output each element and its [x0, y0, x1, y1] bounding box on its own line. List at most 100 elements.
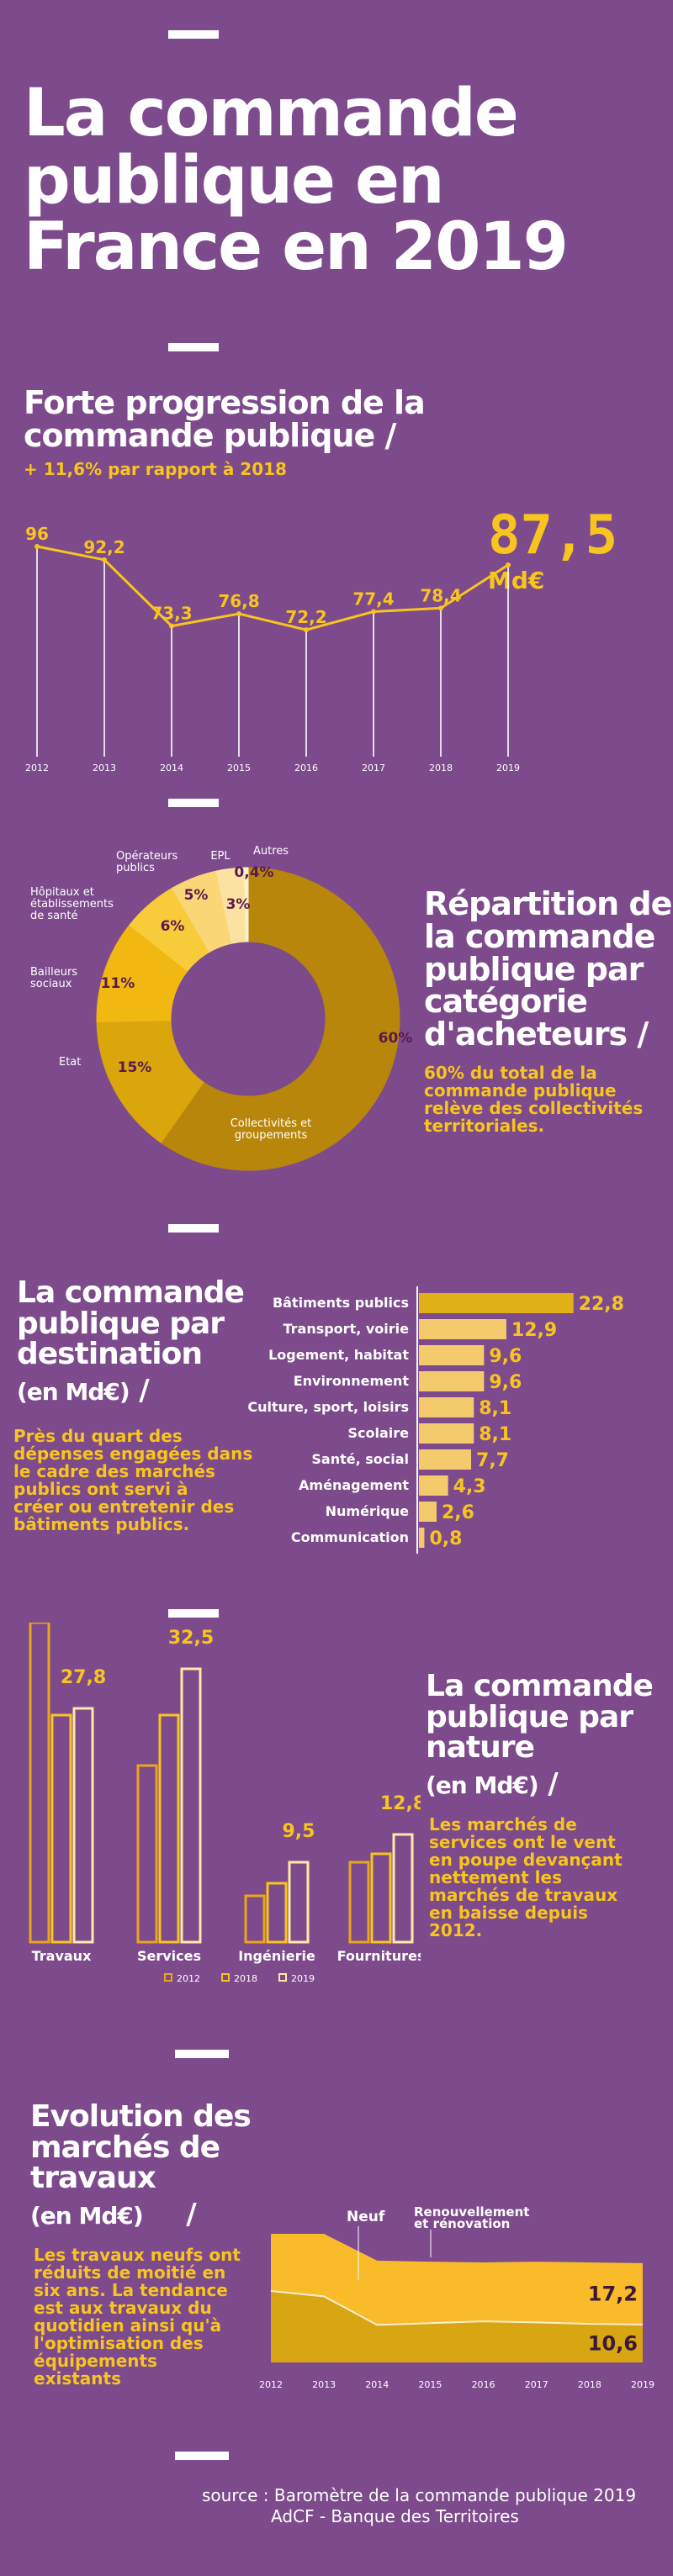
category-label: Communication — [291, 1529, 409, 1545]
section5-note-line1: Les travaux neufs ont — [34, 2245, 241, 2265]
section1-title-line2: commande publique — [24, 416, 375, 454]
data-point — [506, 562, 511, 567]
x-tick-label: 2012 — [259, 2379, 283, 2390]
section3-note-line1: Près du quart des — [13, 1426, 183, 1446]
slice-category-label: Autres — [253, 845, 289, 858]
end-value-label: 17,2 — [588, 2282, 638, 2305]
x-tick-label: 2014 — [160, 763, 183, 773]
data-label: 77,4 — [352, 589, 394, 610]
category-label: Services — [137, 1948, 201, 1964]
section1-subtitle: + 11,6% par rapport à 2018 — [24, 459, 287, 479]
slice-value-label: 60% — [379, 1030, 413, 1047]
section3-note-line5: créer ou entretenir des — [13, 1497, 235, 1517]
category-label: Bâtiments publics — [273, 1295, 409, 1311]
bar — [419, 1502, 437, 1522]
x-tick-label: 2019 — [496, 763, 520, 773]
value-label: 8,1 — [479, 1398, 511, 1419]
area-neuf — [271, 2291, 643, 2362]
section2-title: Répartition de la commande publique par … — [424, 888, 672, 1053]
slice-value-label: 15% — [118, 1059, 152, 1076]
x-tick-label: 2012 — [25, 763, 49, 773]
category-label: Ingénierie — [238, 1948, 315, 1964]
slice-category-label: Opérateurs publics — [116, 850, 178, 874]
slice-category-label: Etat — [59, 1056, 81, 1069]
value-label: 27,8 — [61, 1667, 106, 1688]
section3-note: Près du quart des dépenses engagées dans… — [13, 1428, 252, 1533]
data-label: 96 — [25, 524, 49, 544]
section5-title-line1: Evolution des — [30, 2099, 252, 2134]
section2-note-line2: commande publique — [424, 1080, 617, 1101]
section4-note: Les marchés de services ont le vent en p… — [429, 1816, 623, 1940]
section2-title-line3: publique par — [424, 950, 644, 988]
legend-swatch — [278, 1973, 287, 1982]
section2-title-line2: la commande — [424, 917, 655, 955]
bar — [419, 1319, 506, 1339]
section5-title-line3: travaux — [30, 2161, 156, 2196]
value-label: 7,7 — [476, 1450, 509, 1471]
x-tick-label: 2015 — [227, 763, 251, 773]
section2-note: 60% du total de la commande publique rel… — [424, 1064, 643, 1135]
value-label: 12,9 — [511, 1320, 557, 1341]
category-label: Santé, social — [311, 1451, 409, 1467]
section4-note-line3: en poupe devançant — [429, 1850, 623, 1870]
travaux-area-chart: 2012 2013 2014 2015 2016 2017 2018 2019 Neuf Reno… — [259, 2204, 654, 2390]
section5-note-line5: quotidien ainsi qu'à — [34, 2315, 222, 2336]
data-label: 73,3 — [151, 604, 192, 624]
legend-label: 2019 — [291, 1973, 315, 1984]
bar — [419, 1293, 574, 1313]
x-tick-label: 2017 — [525, 2379, 548, 2390]
data-label: 78,4 — [420, 585, 461, 605]
bar — [419, 1345, 485, 1365]
category-label: Environnement — [294, 1373, 410, 1389]
bar — [288, 1861, 310, 1944]
slice-category-label: Hôpitaux et établissements de santé — [30, 886, 114, 922]
bar — [72, 1707, 94, 1944]
destination-bar-chart: Bâtiments publics 22,8 Transport, voirie 12… — [247, 1286, 624, 1554]
value-label: 9,5 — [283, 1821, 315, 1842]
end-value-label: 10,6 — [588, 2331, 638, 2355]
slice-value-label: 11% — [101, 975, 135, 992]
page-title-line1: La commande — [24, 76, 519, 151]
section4-unit: (en Md€) — [426, 1771, 539, 1800]
section3-title-line1: La commande — [17, 1275, 245, 1310]
divider — [168, 1609, 219, 1618]
divider — [168, 799, 219, 807]
slice-value-label: 6% — [161, 918, 185, 935]
section5-note-line6: l'optimisation des — [34, 2333, 204, 2353]
section3-note-line4: publics ont servi à — [13, 1479, 188, 1499]
donut-chart: 60% 15% 11% 6% 5% 3% 0,4% Collectivités et group… — [30, 845, 413, 1171]
value-label: 8,1 — [479, 1424, 511, 1445]
section3-title-line2: publique par — [17, 1306, 225, 1341]
slice-value-label: 5% — [184, 887, 209, 904]
big-value-number: 87,5 — [488, 504, 618, 567]
section5-note-line3: six ans. La tendance — [34, 2280, 228, 2300]
section3-note-line3: le cadre des marchés — [13, 1461, 215, 1481]
x-tick-label: 2016 — [294, 763, 318, 773]
section3-unit: (en Md€) — [17, 1378, 130, 1407]
section4-note-line6: en baisse depuis — [429, 1903, 588, 1923]
value-label: 2,6 — [442, 1502, 474, 1523]
slice-category-label: Collectivités et groupements — [231, 1117, 312, 1142]
section2-note-line3: relève des collectivités — [424, 1098, 644, 1118]
category-label: Aménagement — [299, 1477, 409, 1493]
source: source : Baromètre de la commande publiq… — [202, 2485, 636, 2527]
series-label: Renouvellement et rénovation — [414, 2204, 529, 2231]
bar — [370, 1852, 392, 1944]
slice-category-label: EPL — [210, 850, 231, 863]
divider — [168, 30, 219, 39]
data-point — [371, 609, 376, 615]
bar — [244, 1894, 266, 1944]
data-point — [34, 544, 40, 549]
category-label: Logement, habitat — [268, 1347, 409, 1363]
section3-note-line6: bâtiments publics. — [13, 1514, 190, 1534]
section4-title-line3: nature — [426, 1730, 535, 1766]
section4-note-line1: Les marchés de — [429, 1814, 577, 1834]
bar — [419, 1449, 472, 1470]
category-label: Culture, sport, loisirs — [247, 1399, 409, 1415]
section4-note-line4: nettement les — [429, 1867, 562, 1887]
x-tick-label: 2015 — [418, 2379, 442, 2390]
section5-note-line8: existants — [34, 2368, 121, 2389]
slash: / — [637, 1016, 649, 1053]
section5-note-line2: réduits de moitié en — [34, 2262, 226, 2283]
data-point — [304, 627, 309, 633]
